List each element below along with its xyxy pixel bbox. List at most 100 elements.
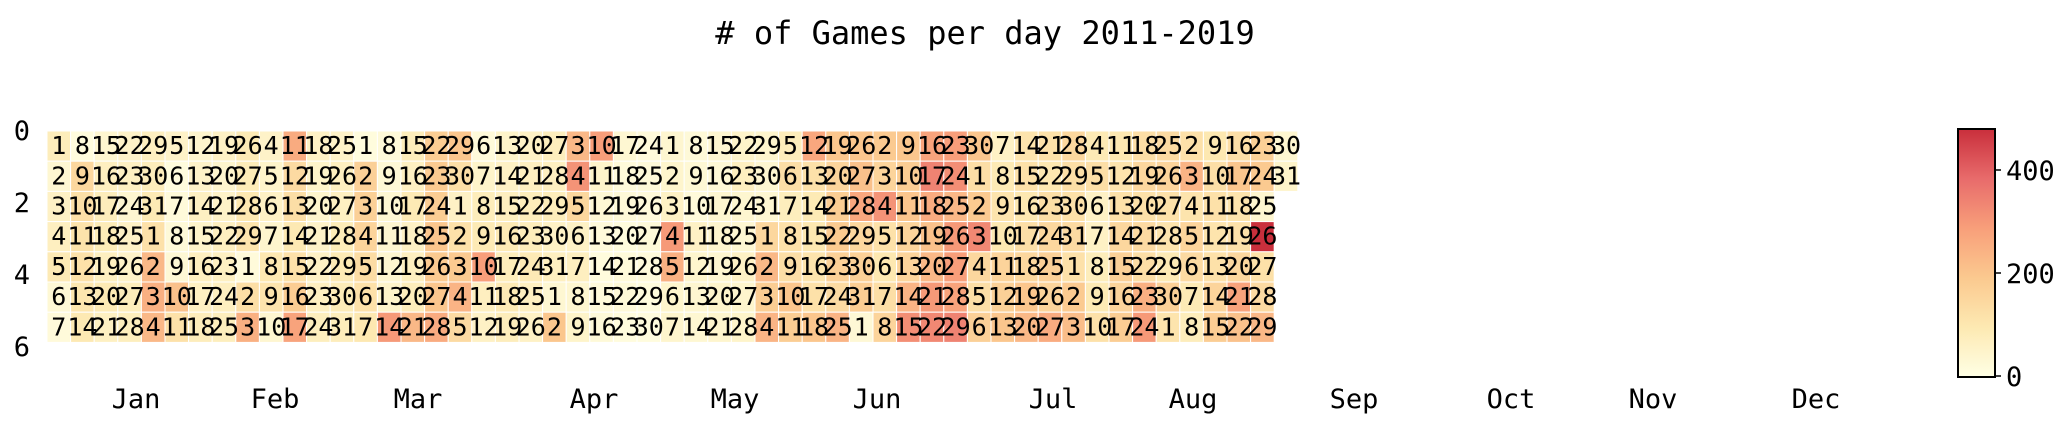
cell-day-label: 26 [1035, 282, 1065, 311]
cell-day-label: 16 [799, 252, 829, 281]
cell-day-label: 23 [516, 222, 546, 251]
cell-day-label: 19 [209, 131, 239, 160]
cell-day-label: 12 [67, 252, 97, 281]
cell-day-label: 6 [570, 222, 585, 251]
cell-day-label: 3 [665, 192, 680, 221]
cell-day-label: 15 [799, 222, 829, 251]
y-tick-label: 6 [14, 332, 30, 363]
cell-day-label: 23 [209, 252, 239, 281]
cell-day-label: 20 [823, 161, 853, 190]
cell-day-label: 15 [91, 131, 121, 160]
cell-day-label: 9 [995, 192, 1010, 221]
cell-day-label: 24 [634, 131, 664, 160]
cell-day-label: 1 [358, 131, 373, 160]
cell-day-label: 14 [681, 312, 711, 341]
cell-day-label: 11 [162, 312, 192, 341]
cell-day-label: 13 [1106, 192, 1136, 221]
cell-day-label: 14 [280, 222, 310, 251]
cell-day-label: 25 [516, 282, 546, 311]
cell-day-label: 22 [823, 222, 853, 251]
cell-day-label: 9 [783, 252, 798, 281]
cell-day-label: 13 [1200, 252, 1230, 281]
cell-day-label: 2 [240, 282, 255, 311]
y-axis: 0 2 4 6 [14, 116, 30, 363]
cell-day-label: 3 [240, 312, 255, 341]
cell-day-label: 25 [634, 161, 664, 190]
cell-day-label: 12 [469, 312, 499, 341]
cell-day-label: 8 [995, 161, 1010, 190]
cell-day-label: 8 [570, 282, 585, 311]
chart-title: # of Games per day 2011-2019 [715, 14, 1254, 52]
cell-day-label: 6 [877, 252, 892, 281]
cell-day-label: 24 [941, 161, 971, 190]
cell-day-label: 28 [634, 252, 664, 281]
cell-day-label: 10 [681, 192, 711, 221]
cell-day-label: 2 [759, 252, 774, 281]
cell-day-label: 26 [634, 192, 664, 221]
cell-day-label: 19 [303, 161, 333, 190]
cell-day-label: 1 [972, 161, 987, 190]
cell-day-label: 5 [51, 252, 66, 281]
cell-day-label: 18 [610, 161, 640, 190]
cell-day-label: 25 [421, 222, 451, 251]
cell-day-label: 16 [492, 222, 522, 251]
heatmap-grid [46, 130, 1299, 343]
cell-day-label: 27 [634, 222, 664, 251]
cell-day-label: 22 [1224, 312, 1254, 341]
cell-day-label: 6 [51, 282, 66, 311]
cell-day-label: 16 [91, 161, 121, 190]
cell-day-label: 6 [476, 131, 491, 160]
cell-day-label: 7 [358, 312, 373, 341]
cell-day-label: 5 [570, 192, 585, 221]
cell-day-label: 2 [1184, 131, 1199, 160]
cell-day-label: 27 [1153, 192, 1183, 221]
cell-day-label: 5 [1184, 222, 1199, 251]
cell-day-label: 5 [1090, 161, 1105, 190]
cell-day-label: 8 [476, 192, 491, 221]
cell-day-label: 14 [1011, 131, 1041, 160]
cell-day-label: 21 [1129, 222, 1159, 251]
cell-day-label: 17 [917, 161, 947, 190]
cell-day-label: 12 [681, 252, 711, 281]
cell-day-label: 14 [587, 252, 617, 281]
cell-day-label: 11 [893, 192, 923, 221]
cell-day-label: 3 [1066, 312, 1081, 341]
cell-day-label: 19 [917, 222, 947, 251]
cell-day-label: 26 [327, 161, 357, 190]
cell-day-label: 26 [421, 252, 451, 281]
cell-day-label: 8 [1184, 312, 1199, 341]
cell-day-label: 5 [169, 131, 184, 160]
cell-day-label: 20 [516, 131, 546, 160]
cell-day-label: 28 [1153, 222, 1183, 251]
cell-day-label: 14 [492, 161, 522, 190]
cell-day-label: 6 [1184, 252, 1199, 281]
cell-day-label: 19 [705, 252, 735, 281]
cell-day-label: 11 [67, 222, 97, 251]
colorbar-tick-label: 200 [2006, 259, 2055, 290]
cell-day-label: 4 [877, 192, 892, 221]
cell-day-label: 7 [995, 131, 1010, 160]
cell-day-label: 29 [941, 312, 971, 341]
cell-day-label: 2 [547, 312, 562, 341]
cell-day-label: 11 [374, 222, 404, 251]
cell-day-label: 12 [374, 252, 404, 281]
cell-day-label: 28 [1247, 282, 1277, 311]
cell-day-label: 18 [799, 312, 829, 341]
month-label-dec: Dec [1792, 384, 1841, 415]
cell-day-label: 14 [799, 192, 829, 221]
cell-day-label: 24 [303, 312, 333, 341]
month-label-jun: Jun [853, 384, 902, 415]
cell-day-label: 8 [688, 131, 703, 160]
cell-day-label: 23 [823, 252, 853, 281]
cell-day-label: 25 [1035, 252, 1065, 281]
cell-day-label: 8 [382, 131, 397, 160]
cell-day-label: 6 [1090, 192, 1105, 221]
cell-day-label: 3 [759, 282, 774, 311]
cell-day-label: 11 [988, 252, 1018, 281]
cell-day-label: 4 [358, 222, 373, 251]
cell-day-label: 9 [688, 161, 703, 190]
cell-labels: 1234567891011121314151617181920212223242… [51, 131, 1301, 341]
cell-day-label: 16 [398, 161, 428, 190]
cell-day-label: 25 [728, 222, 758, 251]
cell-day-label: 2 [51, 161, 66, 190]
